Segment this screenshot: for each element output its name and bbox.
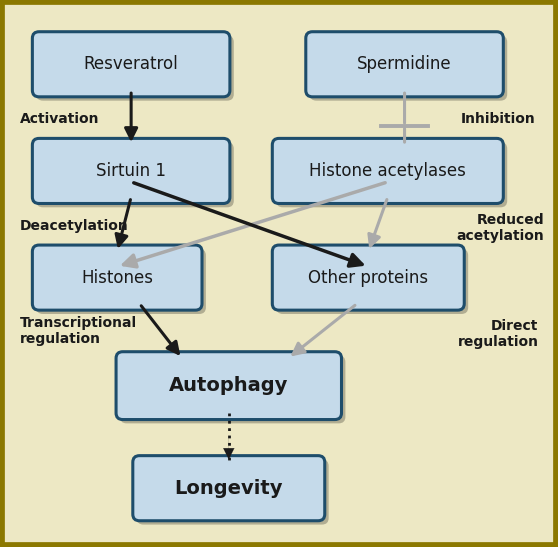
FancyBboxPatch shape	[32, 245, 202, 310]
Text: Histones: Histones	[81, 269, 153, 287]
Text: Resveratrol: Resveratrol	[84, 55, 179, 73]
FancyBboxPatch shape	[306, 32, 503, 97]
FancyBboxPatch shape	[276, 249, 468, 314]
Text: Other proteins: Other proteins	[308, 269, 429, 287]
Text: Activation: Activation	[20, 112, 99, 126]
Text: Transcriptional
regulation: Transcriptional regulation	[20, 316, 137, 346]
FancyBboxPatch shape	[32, 32, 230, 97]
FancyBboxPatch shape	[116, 352, 341, 420]
FancyBboxPatch shape	[276, 142, 507, 207]
Text: Inhibition: Inhibition	[461, 112, 536, 126]
FancyBboxPatch shape	[137, 459, 329, 525]
FancyBboxPatch shape	[133, 456, 325, 521]
FancyBboxPatch shape	[32, 138, 230, 203]
Text: Direct
regulation: Direct regulation	[458, 318, 538, 349]
FancyBboxPatch shape	[120, 356, 345, 423]
FancyBboxPatch shape	[36, 249, 206, 314]
Text: Longevity: Longevity	[175, 479, 283, 498]
FancyBboxPatch shape	[310, 36, 507, 101]
Text: Histone acetylases: Histone acetylases	[309, 162, 466, 180]
Text: Autophagy: Autophagy	[169, 376, 288, 395]
Text: Deacetylation: Deacetylation	[20, 219, 128, 233]
Text: Reduced
acetylation: Reduced acetylation	[456, 213, 544, 243]
FancyBboxPatch shape	[272, 138, 503, 203]
FancyBboxPatch shape	[36, 36, 234, 101]
FancyBboxPatch shape	[36, 142, 234, 207]
Text: Spermidine: Spermidine	[357, 55, 452, 73]
FancyBboxPatch shape	[272, 245, 464, 310]
Text: Sirtuin 1: Sirtuin 1	[96, 162, 166, 180]
